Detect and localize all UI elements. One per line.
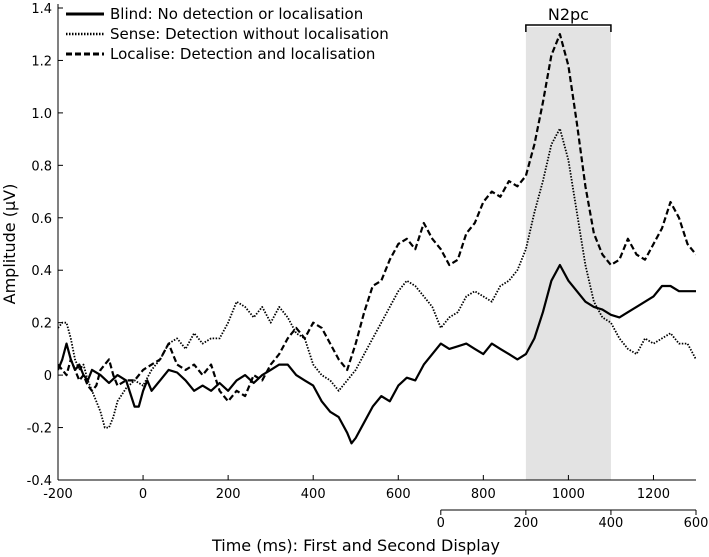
legend-label: Localise: Detection and localisation: [110, 45, 375, 63]
x-tick-label: -200: [43, 487, 73, 502]
y-tick-label: 0.4: [31, 264, 52, 279]
secondary-x-tick-label: 200: [513, 516, 538, 531]
secondary-x-tick-label: 600: [684, 516, 709, 531]
series-line-solid: [58, 263, 696, 445]
x-tick-label: 0: [139, 487, 147, 502]
y-tick-label: 1.0: [31, 107, 52, 122]
series-lines: [58, 33, 696, 445]
legend-label: Sense: Detection without localisation: [110, 25, 389, 43]
x-tick-label: 400: [301, 487, 326, 502]
y-tick-label: 0.6: [31, 212, 52, 227]
x-axis-ticks: -200 0 200 400 600 800 1000 1200: [43, 475, 670, 502]
y-axis-label: Amplitude (µV): [0, 184, 19, 305]
series-line-dotted: [58, 127, 696, 429]
legend: Blind: No detection or localisation Sense…: [66, 5, 389, 63]
y-tick-label: 0: [44, 369, 52, 384]
x-tick-label: 200: [216, 487, 241, 502]
secondary-x-tick-label: 400: [599, 516, 624, 531]
series-line-dashed: [58, 33, 696, 403]
y-tick-label: 1.2: [31, 54, 52, 69]
x-tick-label: 1000: [552, 487, 585, 502]
secondary-x-tick-label: 0: [437, 516, 445, 531]
y-tick-label: 0.2: [31, 317, 52, 332]
legend-label: Blind: No detection or localisation: [110, 5, 363, 23]
y-tick-label: 0.8: [31, 159, 52, 174]
n2pc-shaded-region: [525, 27, 611, 480]
n2pc-label: N2pc: [548, 5, 589, 24]
y-tick-label: -0.2: [27, 422, 52, 437]
secondary-x-axis-ticks: 0 200 400 600: [437, 509, 709, 531]
x-tick-label: 800: [471, 487, 496, 502]
y-axis-ticks: -0.4 -0.2 0 0.2 0.4 0.6 0.8 1.0 1.2 1.4: [27, 2, 63, 489]
n2pc-bracket-line: [525, 24, 612, 32]
y-tick-label: 1.4: [31, 2, 52, 17]
n2pc-bracket: [525, 24, 612, 32]
x-tick-label: 1200: [637, 487, 670, 502]
y-tick-label: -0.4: [27, 474, 52, 489]
x-tick-label: 600: [386, 487, 411, 502]
x-axis-label: Time (ms): First and Second Display: [211, 536, 500, 555]
axes: [57, 4, 696, 481]
